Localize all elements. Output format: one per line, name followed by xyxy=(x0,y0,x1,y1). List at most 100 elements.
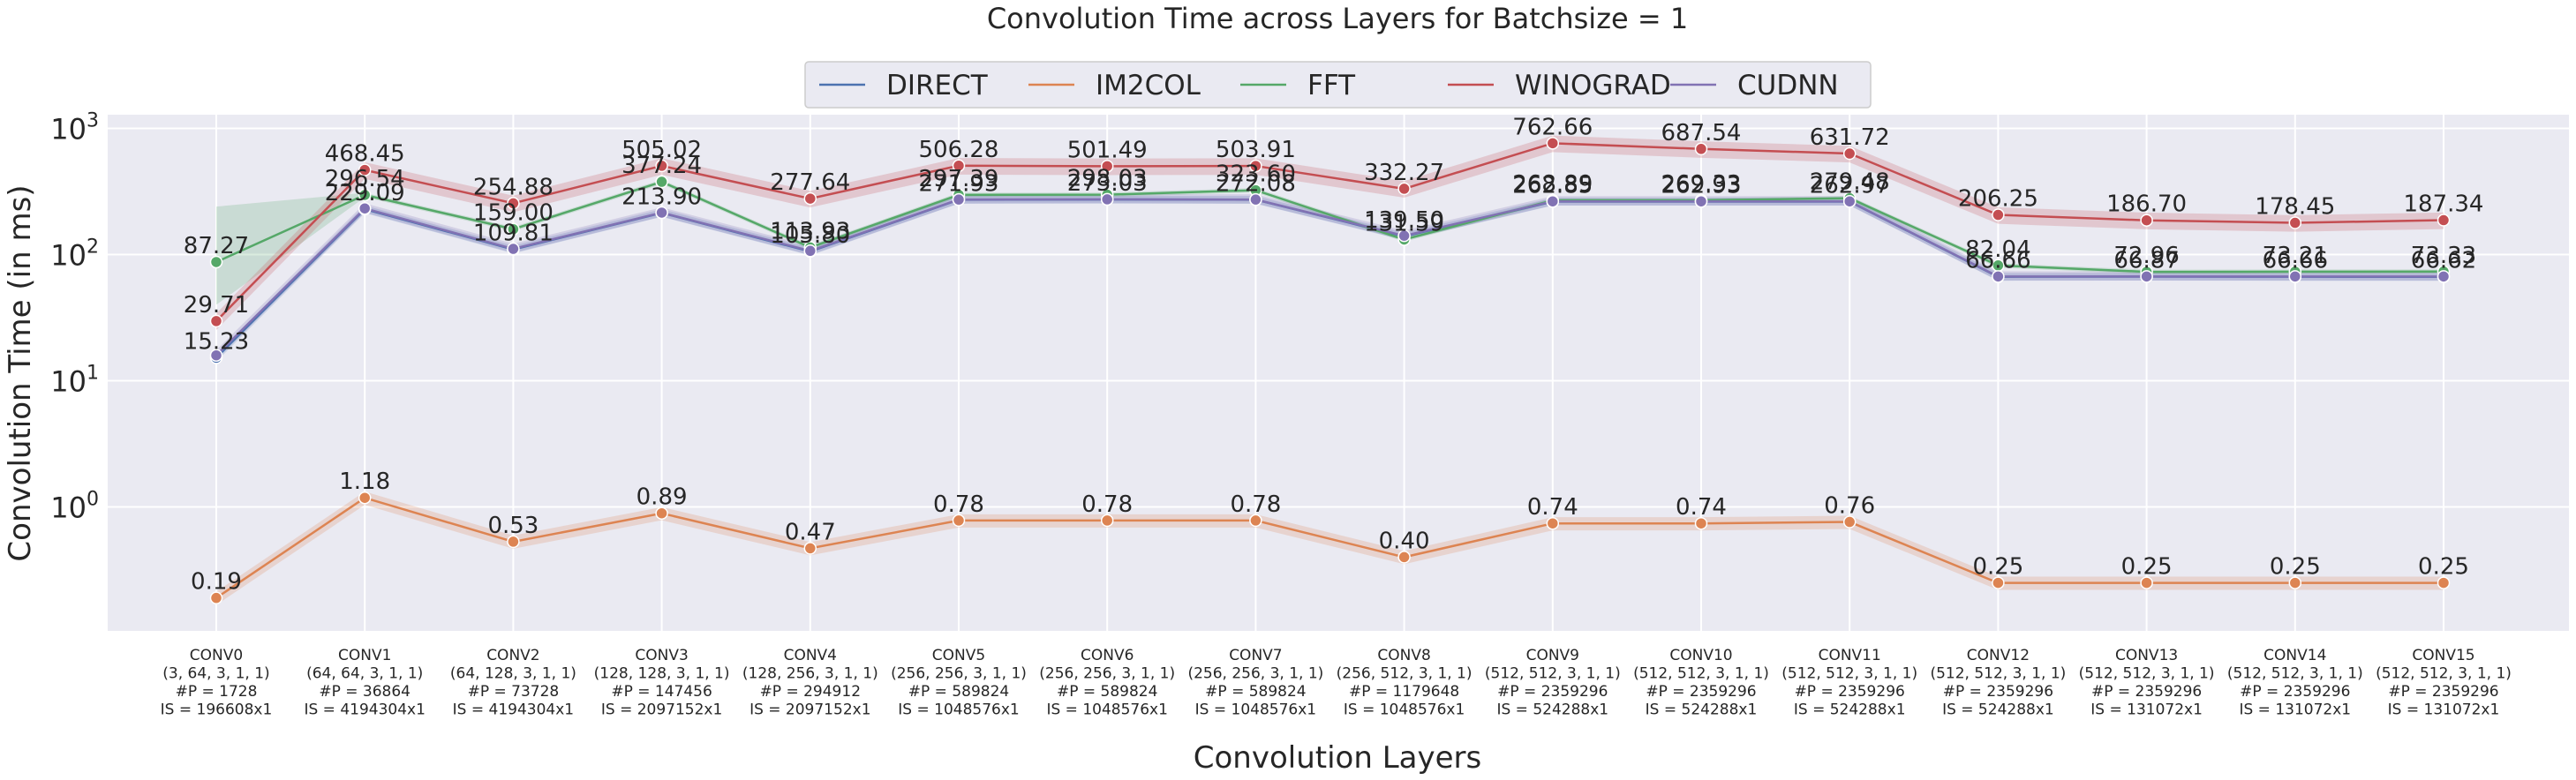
point-im2col xyxy=(1397,551,1411,564)
line-cudnn xyxy=(215,198,2444,356)
series-lines xyxy=(215,142,2444,599)
point-winograd xyxy=(2288,216,2302,229)
x-tick-label: (256, 256, 3, 1, 1) xyxy=(1039,665,1175,683)
point-cudnn xyxy=(1249,192,1262,206)
point-cudnn xyxy=(1546,194,1560,208)
x-tick-label: IS = 196608x1 xyxy=(161,701,273,719)
y-axis-label: Convolution Time (in ms) xyxy=(3,184,38,561)
data-label: 105.80 xyxy=(770,222,850,249)
legend-label: CUDNN xyxy=(1737,70,1839,101)
chart-title: Convolution Time across Layers for Batch… xyxy=(987,2,1688,35)
data-label: 332.27 xyxy=(1364,160,1444,186)
x-tick-label: (64, 128, 3, 1, 1) xyxy=(450,665,576,683)
data-label: 0.40 xyxy=(1379,528,1430,554)
point-winograd xyxy=(209,314,223,328)
data-label: 72.96 xyxy=(2113,243,2179,269)
point-im2col xyxy=(1842,515,1857,529)
data-label: 272.08 xyxy=(1216,170,1296,197)
data-label: 297.39 xyxy=(919,166,999,192)
data-label: 762.66 xyxy=(1512,114,1593,140)
legend-box xyxy=(804,61,1872,109)
data-label: 159.00 xyxy=(473,200,554,227)
x-tick-label: IS = 131072x1 xyxy=(2239,701,2351,719)
point-im2col xyxy=(1694,516,1708,530)
x-tick-label: IS = 524288x1 xyxy=(1646,701,1758,719)
data-label: 273.03 xyxy=(1067,170,1148,197)
x-tick-label: #P = 36864 xyxy=(319,683,411,701)
x-tick-label: IS = 524288x1 xyxy=(1794,701,1906,719)
point-winograd xyxy=(1546,137,1560,150)
data-label: 229.09 xyxy=(325,180,405,206)
data-label: 73.33 xyxy=(2411,243,2476,269)
data-label: 262.93 xyxy=(1661,172,1742,199)
data-label: 323.60 xyxy=(1216,161,1296,188)
x-tick-label: IS = 4194304x1 xyxy=(453,701,574,719)
x-tick-label: CONV6 xyxy=(1081,647,1134,664)
x-tick-label: CONV12 xyxy=(1967,647,2030,664)
x-tick-label: CONV5 xyxy=(932,647,985,664)
x-tick-label: (512, 512, 3, 1, 1) xyxy=(1485,665,1621,683)
data-label: 178.45 xyxy=(2255,194,2335,221)
point-cudnn xyxy=(2437,270,2451,283)
data-label: 279.48 xyxy=(1810,169,1890,196)
x-tick-label: IS = 2097152x1 xyxy=(749,701,870,719)
x-tick-label: IS = 2097152x1 xyxy=(601,701,722,719)
point-winograd xyxy=(1100,160,1114,173)
point-im2col xyxy=(1100,514,1114,528)
data-label: 0.53 xyxy=(487,513,539,539)
x-tick-label: (256, 512, 3, 1, 1) xyxy=(1337,665,1473,683)
x-tick-label: CONV2 xyxy=(486,647,539,664)
data-label: 0.89 xyxy=(636,484,688,511)
point-cudnn xyxy=(1992,270,2005,283)
point-fft xyxy=(655,175,668,189)
x-tick-label: IS = 524288x1 xyxy=(1496,701,1608,719)
x-tick-label: (512, 512, 3, 1, 1) xyxy=(1930,665,2066,683)
x-tick-label: (512, 512, 3, 1, 1) xyxy=(2376,665,2512,683)
data-label: 187.34 xyxy=(2404,191,2484,218)
x-axis-label: Convolution Layers xyxy=(1194,740,1481,776)
x-tick-label: #P = 2359296 xyxy=(1497,683,1608,701)
series-points xyxy=(209,137,2451,604)
x-tick-label: IS = 1048576x1 xyxy=(1046,701,1167,719)
point-fft xyxy=(507,222,520,236)
data-label: 29.71 xyxy=(184,292,249,319)
x-tick-label: IS = 131072x1 xyxy=(2388,701,2500,719)
y-tick-label: 102 xyxy=(50,236,99,273)
point-cudnn xyxy=(803,244,817,258)
data-label: 501.49 xyxy=(1067,137,1148,163)
x-tick-label: #P = 2359296 xyxy=(2091,683,2202,701)
x-tick-label: CONV10 xyxy=(1669,647,1732,664)
point-winograd xyxy=(1992,208,2005,221)
point-cudnn xyxy=(1100,192,1114,206)
x-tick-label: IS = 1048576x1 xyxy=(1195,701,1316,719)
x-tick-label: CONV3 xyxy=(635,647,688,664)
point-cudnn xyxy=(952,192,966,206)
x-tick-label: (3, 64, 3, 1, 1) xyxy=(162,665,269,683)
x-tick-label: #P = 294912 xyxy=(760,683,861,701)
point-im2col xyxy=(803,542,817,555)
line-fft xyxy=(215,180,2444,274)
point-cudnn xyxy=(358,201,372,215)
point-im2col xyxy=(1249,514,1262,528)
data-label: 269.33 xyxy=(1661,171,1742,198)
x-tick-label: IS = 1048576x1 xyxy=(1344,701,1465,719)
data-label: 0.74 xyxy=(1527,494,1578,521)
point-fft xyxy=(209,255,223,269)
point-cudnn xyxy=(2140,270,2153,283)
y-tick-label: 101 xyxy=(50,363,99,399)
line-im2col xyxy=(215,496,2444,599)
x-tick-label: #P = 147456 xyxy=(611,683,712,701)
x-tick-label: #P = 2359296 xyxy=(1943,683,2053,701)
x-tick-label: CONV15 xyxy=(2412,647,2474,664)
point-winograd xyxy=(1694,142,1708,156)
legend-label: WINOGRAD xyxy=(1515,70,1671,101)
x-tick-label: (512, 512, 3, 1, 1) xyxy=(1633,665,1769,683)
point-cudnn xyxy=(1397,229,1411,243)
x-tick-label: IS = 1048576x1 xyxy=(898,701,1019,719)
x-tick-label: #P = 2359296 xyxy=(2240,683,2350,701)
y-axis-ticks: 100 101 102 103 xyxy=(50,110,99,525)
data-label: 268.89 xyxy=(1512,171,1593,198)
point-cudnn xyxy=(1842,194,1857,208)
data-label: 0.47 xyxy=(785,519,836,545)
point-cudnn xyxy=(209,349,223,362)
